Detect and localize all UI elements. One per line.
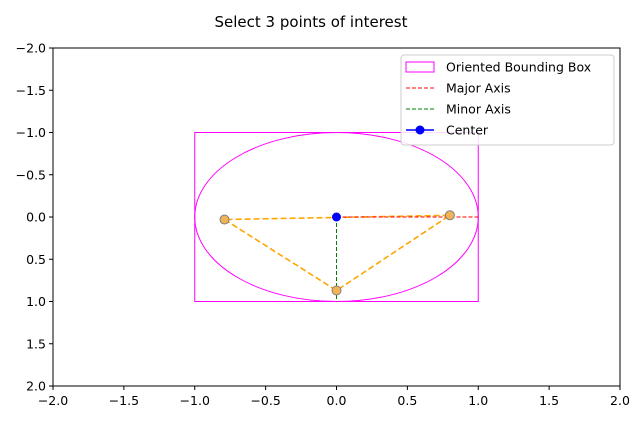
selected-point-2[interactable] — [331, 285, 342, 296]
legend: Oriented Bounding Box Major Axis Minor Axi… — [400, 54, 615, 146]
legend-bbox-swatch — [405, 61, 435, 73]
y-tick-label: 0.5 — [26, 252, 46, 267]
legend-label: Minor Axis — [446, 102, 511, 117]
y-tick-label: 2.0 — [26, 379, 46, 394]
x-tick-label: 2.0 — [610, 393, 630, 408]
center-point[interactable] — [332, 212, 341, 222]
x-tick-label: −2.0 — [38, 393, 68, 408]
x-tick-label: 0.5 — [397, 393, 417, 408]
y-tick-label: −1.5 — [16, 83, 46, 98]
legend-label: Center — [446, 123, 489, 138]
y-tick-label: −0.5 — [16, 167, 46, 182]
selected-point-1[interactable] — [219, 214, 230, 225]
y-tick-label: 1.0 — [26, 294, 46, 309]
plot-area[interactable] — [194, 132, 479, 302]
x-tick-label: −1.0 — [180, 393, 210, 408]
y-tick-label: −1.0 — [16, 125, 46, 140]
x-tick-label: −1.5 — [109, 393, 139, 408]
selected-point-3[interactable] — [444, 210, 455, 221]
legend-label: Oriented Bounding Box — [446, 60, 591, 75]
x-tick-label: 0.0 — [327, 393, 347, 408]
x-tick-label: −0.5 — [250, 393, 280, 408]
y-tick-label: 1.5 — [26, 336, 46, 351]
y-tick-label: 0.0 — [26, 210, 46, 225]
chart-title: Select 3 points of interest — [215, 13, 408, 31]
legend-center-marker — [415, 125, 425, 135]
x-tick-label: 1.0 — [468, 393, 488, 408]
x-tick-label: 1.5 — [539, 393, 559, 408]
oriented-bounding-box — [194, 132, 479, 302]
legend-label: Major Axis — [446, 81, 511, 96]
axes: −2.0 −1.5 −1.0 −0.5 0.0 0.5 1.0 1.5 2.0−2.0−1.5−… — [16, 41, 630, 409]
legend-box — [400, 54, 615, 146]
y-tick-label: −2.0 — [16, 41, 46, 56]
